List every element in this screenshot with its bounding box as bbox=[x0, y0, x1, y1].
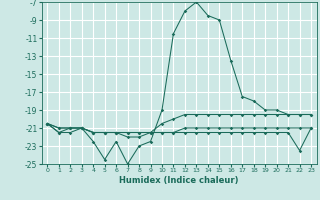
X-axis label: Humidex (Indice chaleur): Humidex (Indice chaleur) bbox=[119, 176, 239, 185]
